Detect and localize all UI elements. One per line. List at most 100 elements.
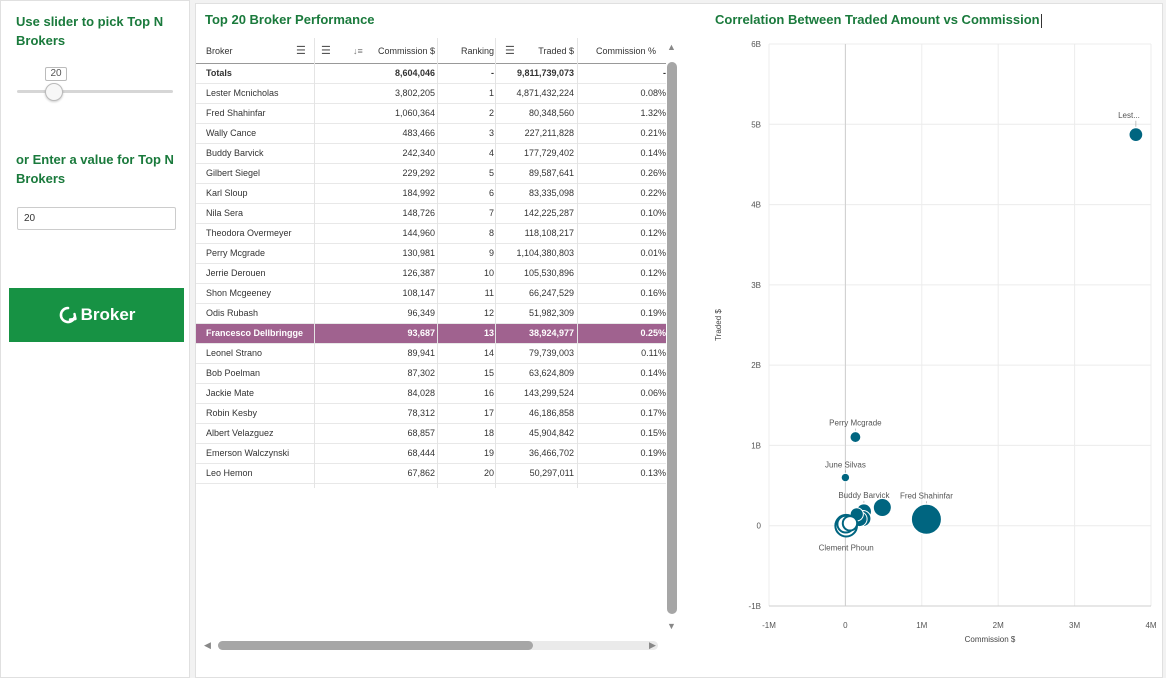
refresh-icon [59,306,77,324]
table-row[interactable]: Robin Kesby 78,312 17 46,186,858 0.17% [196,404,666,424]
cell-broker: Robin Kesby [206,408,258,418]
cell-commission: 229,292 [402,168,435,178]
table-row[interactable]: Karl Sloup 184,992 6 83,335,098 0.22% [196,184,666,204]
scroll-right-arrow-icon[interactable]: ▶ [649,640,656,650]
cell-broker: Gilbert Siegel [206,168,261,178]
cell-ranking: 8 [488,228,494,238]
cell-ranking: 12 [483,308,494,318]
cell-traded: 143,299,524 [523,388,574,398]
cell-commission-pct: 0.08% [640,88,666,98]
horizontal-scrollbar[interactable] [218,641,658,650]
cell-traded: 50,297,011 [529,468,574,478]
top-n-slider[interactable]: 20 [17,65,173,105]
sort-desc-icon[interactable]: ↓≡ [353,46,363,56]
table-row[interactable]: Lester Mcnicholas 3,802,205 1 4,871,432,224… [196,84,666,104]
table-row[interactable]: Albert Velazguez 68,857 18 45,904,842 0.15% [196,424,666,444]
cell-ranking: 7 [488,208,494,218]
broker-button[interactable]: Broker [9,288,184,342]
cell-ranking: 5 [488,168,494,178]
vertical-scroll-thumb[interactable] [667,62,677,614]
horizontal-scroll-thumb[interactable] [218,641,533,650]
cell-broker: Karl Sloup [206,188,248,198]
cell-commission: 68,444 [407,448,435,458]
cell-commission-pct: 0.25% [640,328,666,338]
totals-pct: - [663,68,666,78]
table-row[interactable]: Leo Hemon 67,862 20 50,297,011 0.13% [196,464,666,484]
slider-thumb[interactable] [45,83,64,101]
cell-traded: 105,530,896 [523,268,574,278]
table-row[interactable]: Odis Rubash 96,349 12 51,982,309 0.19% [196,304,666,324]
cell-traded: 1,104,380,803 [516,248,574,258]
table-row[interactable]: Emerson Walczynski 68,444 19 36,466,702 0.19… [196,444,666,464]
x-tick-label: 4M [1145,621,1156,630]
table-row[interactable]: Theodora Overmeyer 144,960 8 118,108,217 0.1… [196,224,666,244]
header-broker[interactable]: Broker [206,46,233,56]
table-header-row: Broker ☰ ☰ ↓≡ Commission $ Ranking ☰ Tra… [196,38,666,64]
header-commission-pct[interactable]: Commission % [595,46,656,56]
scroll-left-arrow-icon[interactable]: ◀ [204,640,211,650]
table-title: Top 20 Broker Performance [205,12,375,27]
cell-commission: 242,340 [402,148,435,158]
cell-commission: 108,147 [402,288,435,298]
cell-commission-pct: 0.19% [640,308,666,318]
table-row[interactable]: Fred Shahinfar 1,060,364 2 80,348,560 1.32% [196,104,666,124]
top-n-input[interactable] [17,207,176,230]
x-tick-label: 3M [1069,621,1080,630]
y-tick-label: 6B [751,40,761,49]
cell-commission-pct: 0.21% [640,128,666,138]
cell-broker: Albert Velazguez [206,428,274,438]
cell-broker: Francesco Dellbringge [206,328,304,338]
slider-track[interactable] [17,90,173,93]
data-point [849,431,862,443]
table-row[interactable]: Leonel Strano 89,941 14 79,739,003 0.11% [196,344,666,364]
y-tick-label: 0 [757,522,762,531]
cell-ranking: 6 [488,188,494,198]
table-row[interactable]: Nila Sera 148,726 7 142,225,287 0.10% [196,204,666,224]
header-ranking[interactable]: Ranking [460,46,494,56]
cell-commission: 144,960 [402,228,435,238]
y-tick-label: 4B [751,201,761,210]
cell-ranking: 15 [483,368,494,378]
data-point-label: Clement Phoun [819,544,874,553]
cell-commission: 148,726 [402,208,435,218]
scroll-down-arrow-icon[interactable]: ▼ [667,621,676,631]
traded-column-menu-icon[interactable]: ☰ [505,45,515,57]
cell-commission: 1,060,364 [394,108,435,118]
cell-commission-pct: 0.14% [640,148,666,158]
header-commission[interactable]: Commission $ [377,46,435,56]
scroll-up-arrow-icon[interactable]: ▲ [667,42,676,52]
cell-traded: 46,186,858 [528,408,574,418]
table-row[interactable]: Jerrie Derouen 126,387 10 105,530,896 0.12% [196,264,666,284]
cell-commission-pct: 0.22% [640,188,666,198]
scatter-chart[interactable]: -1B 0 1B 2B 3B 4B 5B 6B -1M 0 1M 2M 3M 4M Commission $… [711,30,1161,660]
table-row[interactable]: Gilbert Siegel 229,292 5 89,587,641 0.26% [196,164,666,184]
table-row[interactable]: Jackie Mate 84,028 16 143,299,524 0.06% [196,384,666,404]
y-tick-label: 3B [751,281,761,290]
table-row[interactable]: Wally Cance 483,466 3 227,211,828 0.21% [196,124,666,144]
table-row[interactable]: Bob Poelman 87,302 15 63,624,809 0.14% [196,364,666,384]
cell-commission: 483,466 [402,128,435,138]
cell-commission-pct: 0.15% [640,428,666,438]
cell-ranking: 3 [488,128,494,138]
cell-broker: Shon Mcgeeney [206,288,272,298]
cell-commission-pct: 0.10% [640,208,666,218]
cell-commission: 3,802,205 [394,88,435,98]
cell-ranking: 13 [483,328,494,338]
cell-commission-pct: 0.12% [640,268,666,278]
cell-traded: 83,335,098 [528,188,574,198]
cell-ranking: 2 [488,108,494,118]
table-row[interactable]: Perry Mcgrade 130,981 9 1,104,380,803 0.01% [196,244,666,264]
broker-table: Broker ☰ ☰ ↓≡ Commission $ Ranking ☰ Tra… [196,38,666,488]
table-row[interactable]: Francesco Dellbringge 93,687 13 38,924,977 0… [196,324,666,344]
column-menu-icon[interactable]: ☰ [321,45,331,57]
cell-broker: Leonel Strano [206,348,263,358]
cell-commission-pct: 1.32% [640,108,666,118]
data-point-label: Perry Mcgrade [829,419,882,428]
table-row[interactable]: Buddy Barvick 242,340 4 177,729,402 0.14% [196,144,666,164]
broker-column-menu-icon[interactable]: ☰ [296,45,306,57]
x-axis-label: Commission $ [965,635,1016,644]
vertical-scrollbar[interactable] [667,62,677,614]
data-point [910,503,942,535]
header-traded[interactable]: Traded $ [538,46,574,56]
table-row[interactable]: Shon Mcgeeney 108,147 11 66,247,529 0.16% [196,284,666,304]
